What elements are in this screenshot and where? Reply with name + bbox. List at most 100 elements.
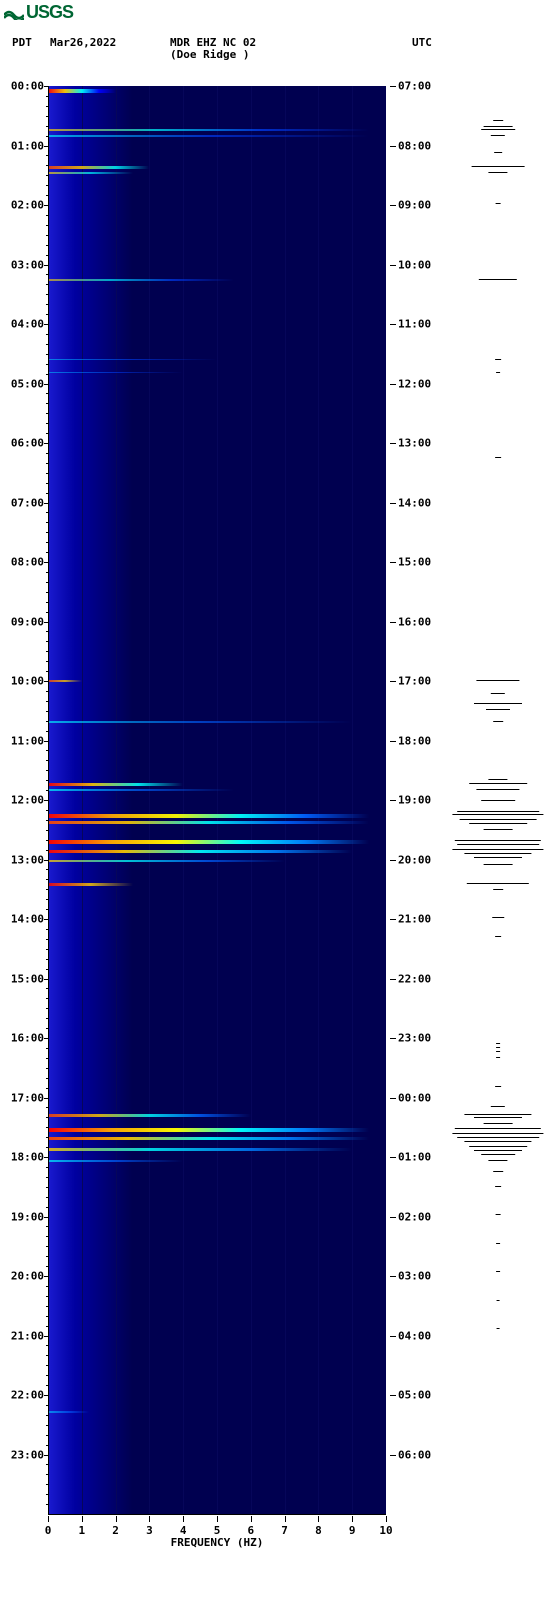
pdt-tick-label: 11:00 xyxy=(4,734,44,747)
seismic-amplitude xyxy=(495,936,501,937)
utc-tick-label: 10:00 xyxy=(398,258,438,271)
pdt-minor-tick xyxy=(46,463,48,464)
pdt-minor-tick xyxy=(46,1197,48,1198)
utc-tick-mark xyxy=(390,146,396,147)
pdt-minor-tick xyxy=(46,1028,48,1029)
pdt-minor-tick xyxy=(46,552,48,553)
freq-gridline xyxy=(183,86,184,1514)
pdt-minor-tick xyxy=(46,1058,48,1059)
pdt-minor-tick xyxy=(46,423,48,424)
pdt-tick-label: 07:00 xyxy=(4,496,44,509)
seismic-amplitude xyxy=(484,864,513,865)
pdt-tick-mark xyxy=(44,622,48,623)
pdt-tick-label: 13:00 xyxy=(4,853,44,866)
utc-tick-label: 12:00 xyxy=(398,377,438,390)
spectral-event xyxy=(48,1137,369,1140)
seismic-amplitude xyxy=(497,1328,500,1329)
pdt-tick-label: 04:00 xyxy=(4,318,44,331)
pdt-minor-tick xyxy=(46,929,48,930)
seismic-amplitude xyxy=(496,1271,500,1272)
seismic-amplitude xyxy=(469,823,527,824)
pdt-minor-tick xyxy=(46,354,48,355)
utc-tick-mark xyxy=(390,860,396,861)
pdt-minor-tick xyxy=(46,393,48,394)
pdt-minor-tick xyxy=(46,334,48,335)
pdt-minor-tick xyxy=(46,126,48,127)
utc-tick-mark xyxy=(390,979,396,980)
pdt-minor-tick xyxy=(46,711,48,712)
seismic-amplitude xyxy=(474,1150,522,1151)
spectral-event xyxy=(48,850,352,853)
seismic-amplitude xyxy=(472,166,525,167)
pdt-minor-tick xyxy=(46,889,48,890)
freq-gridline xyxy=(352,86,353,1514)
seismogram-trace xyxy=(450,86,546,1514)
seismic-amplitude xyxy=(488,1160,507,1161)
pdt-tick-mark xyxy=(44,681,48,682)
pdt-minor-tick xyxy=(46,225,48,226)
pdt-minor-tick xyxy=(46,255,48,256)
pdt-minor-tick xyxy=(46,1445,48,1446)
pdt-tick-label: 10:00 xyxy=(4,675,44,688)
freq-gridline xyxy=(116,86,117,1514)
utc-tick-label: 03:00 xyxy=(398,1270,438,1283)
pdt-minor-tick xyxy=(46,988,48,989)
spectral-event xyxy=(48,814,369,818)
utc-tick-label: 00:00 xyxy=(398,1091,438,1104)
seismic-amplitude xyxy=(457,1137,539,1138)
pdt-minor-tick xyxy=(46,175,48,176)
pdt-minor-tick xyxy=(46,1504,48,1505)
utc-tick-label: 01:00 xyxy=(398,1151,438,1164)
pdt-tick-label: 17:00 xyxy=(4,1091,44,1104)
pdt-minor-tick xyxy=(46,1236,48,1237)
pdt-tick-mark xyxy=(44,1157,48,1158)
pdt-tick-label: 00:00 xyxy=(4,80,44,93)
pdt-minor-tick xyxy=(46,1048,48,1049)
utc-tick-label: 11:00 xyxy=(398,318,438,331)
plot-left-border xyxy=(48,86,49,1514)
pdt-minor-tick xyxy=(46,810,48,811)
pdt-minor-tick xyxy=(46,522,48,523)
pdt-minor-tick xyxy=(46,413,48,414)
pdt-minor-tick xyxy=(46,1464,48,1465)
pdt-minor-tick xyxy=(46,294,48,295)
freq-tick-mark xyxy=(251,1516,252,1522)
seismic-amplitude xyxy=(469,1146,527,1147)
pdt-minor-tick xyxy=(46,1177,48,1178)
pdt-minor-tick xyxy=(46,760,48,761)
pdt-minor-tick xyxy=(46,671,48,672)
pdt-minor-tick xyxy=(46,770,48,771)
seismic-amplitude xyxy=(493,889,503,890)
pdt-minor-tick xyxy=(46,96,48,97)
spectrogram-panel xyxy=(48,86,386,1514)
pdt-minor-tick xyxy=(46,1375,48,1376)
pdt-minor-tick xyxy=(46,969,48,970)
utc-tick-label: 17:00 xyxy=(398,675,438,688)
spectral-event xyxy=(48,680,82,682)
pdt-tick-mark xyxy=(44,503,48,504)
seismic-amplitude xyxy=(452,814,543,815)
pdt-minor-tick xyxy=(46,1256,48,1257)
seismic-amplitude xyxy=(455,840,541,841)
utc-tick-mark xyxy=(390,1217,396,1218)
spectral-event xyxy=(48,89,116,93)
pdt-minor-tick xyxy=(46,284,48,285)
spectral-event xyxy=(48,1411,89,1413)
pdt-minor-tick xyxy=(46,790,48,791)
utc-tick-mark xyxy=(390,1098,396,1099)
spectral-event xyxy=(48,721,352,723)
seismic-amplitude xyxy=(474,857,522,858)
pdt-minor-tick xyxy=(46,879,48,880)
utc-tick-label: 08:00 xyxy=(398,139,438,152)
spectral-event xyxy=(48,1160,183,1162)
utc-tick-mark xyxy=(390,562,396,563)
utc-tick-mark xyxy=(390,622,396,623)
seismic-amplitude xyxy=(476,789,519,790)
seismic-amplitude xyxy=(452,849,543,850)
pdt-tick-mark xyxy=(44,919,48,920)
pdt-minor-tick xyxy=(46,592,48,593)
seismic-amplitude xyxy=(484,1123,513,1124)
pdt-minor-tick xyxy=(46,1018,48,1019)
seismic-amplitude xyxy=(486,709,510,710)
seismic-amplitude xyxy=(495,1186,501,1187)
